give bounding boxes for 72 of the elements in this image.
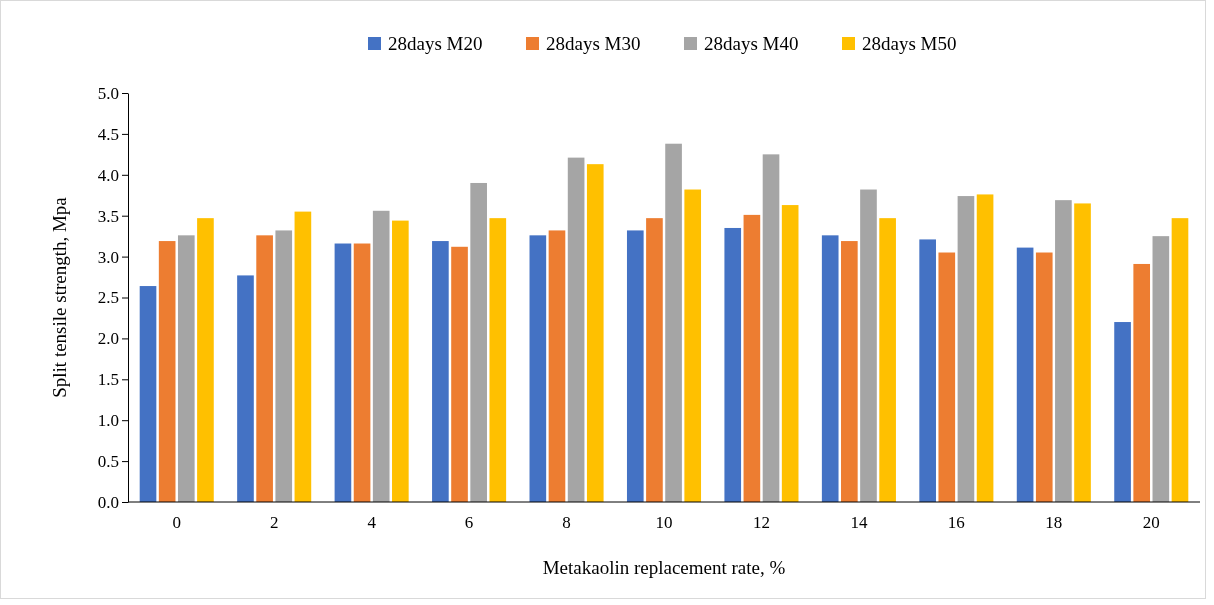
- bar: [567, 157, 585, 502]
- bar: [548, 230, 566, 502]
- y-tick-label: 1.0: [97, 411, 119, 431]
- bar: [392, 220, 409, 502]
- bar: [646, 218, 663, 502]
- legend-label: 28days M40: [704, 33, 799, 54]
- x-tick-label: 4: [367, 513, 377, 533]
- bar: [197, 218, 214, 502]
- y-tick-label: 2.0: [97, 329, 119, 349]
- x-tick-label: 20: [1142, 513, 1160, 533]
- bar: [976, 194, 994, 502]
- bar: [294, 211, 312, 502]
- bar: [1152, 236, 1170, 502]
- x-tick-label: 14: [850, 513, 868, 533]
- bar: [158, 241, 176, 502]
- bar: [139, 286, 157, 502]
- y-tick-label: 3.0: [97, 247, 119, 267]
- y-tick-label: 3.5: [97, 206, 119, 226]
- bar: [841, 241, 858, 502]
- x-axis-title: Metakaolin replacement rate, %: [542, 557, 786, 578]
- bar: [334, 243, 352, 502]
- bar: [237, 275, 254, 502]
- bar: [724, 227, 742, 502]
- bar: [489, 218, 507, 502]
- y-tick-label: 0.0: [97, 492, 119, 512]
- bar: [1133, 263, 1151, 502]
- bar: [256, 235, 273, 502]
- bar: [781, 205, 799, 502]
- y-axis-title: Split tensile strength, Mpa: [49, 196, 70, 398]
- y-tick-label: 1.5: [97, 370, 119, 390]
- bar: [1035, 252, 1053, 502]
- bar: [353, 243, 371, 502]
- y-tick-label: 0.5: [97, 452, 119, 472]
- legend-label: 28days M20: [388, 33, 483, 54]
- bar: [372, 210, 390, 502]
- bar: [919, 239, 936, 502]
- bar: [1016, 247, 1034, 502]
- bar: [1055, 200, 1072, 502]
- bar: [743, 214, 761, 502]
- y-tick-label: 4.5: [97, 124, 119, 144]
- bar: [879, 218, 896, 502]
- x-tick-label: 12: [752, 513, 770, 533]
- bar: [470, 182, 487, 502]
- legend-label: 28days M50: [862, 33, 957, 54]
- bar: [529, 235, 547, 502]
- bar: [821, 235, 839, 502]
- y-tick-label: 5.0: [97, 83, 119, 103]
- x-tick-label: 16: [947, 513, 965, 533]
- x-tick-label: 2: [269, 513, 279, 533]
- bar: [762, 154, 780, 502]
- bar: [1171, 218, 1189, 502]
- bar: [665, 143, 682, 502]
- bar: [860, 189, 877, 502]
- y-tick-label: 4.0: [97, 165, 119, 185]
- bar: [626, 230, 644, 502]
- x-tick-label: 18: [1045, 513, 1063, 533]
- bar: [684, 189, 702, 502]
- x-tick-label: 0: [172, 513, 181, 533]
- bar: [177, 235, 195, 502]
- x-tick-label: 10: [655, 513, 673, 533]
- bar: [275, 230, 293, 502]
- x-tick-label: 6: [464, 513, 474, 533]
- bar: [1114, 322, 1131, 502]
- x-tick-label: 8: [562, 513, 571, 533]
- bar: [432, 241, 449, 502]
- bar: [1074, 203, 1091, 502]
- bar: [451, 246, 468, 502]
- bar: [586, 164, 604, 502]
- legend-label: 28days M30: [546, 33, 641, 54]
- bar: [957, 196, 975, 502]
- y-tick-label: 2.5: [97, 288, 119, 308]
- bar: [938, 252, 956, 502]
